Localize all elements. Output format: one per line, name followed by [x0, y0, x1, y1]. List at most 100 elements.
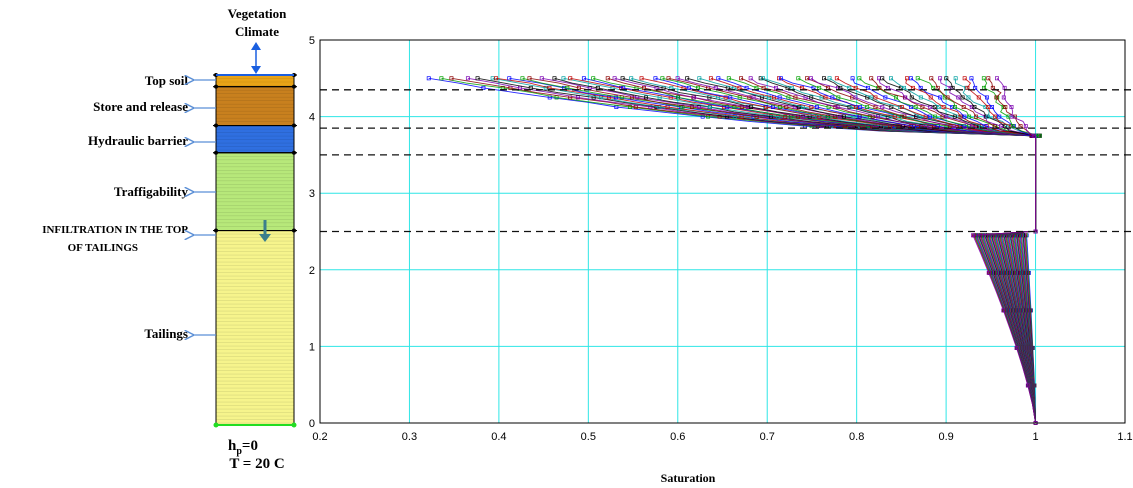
node-right-4 — [292, 228, 296, 233]
profile-point-59-2 — [1025, 383, 1030, 388]
profile-point-48-26 — [905, 76, 909, 81]
profile-point-51-18 — [974, 114, 979, 119]
profile-point-28-26 — [716, 76, 721, 81]
profile-point-19-26 — [629, 76, 634, 81]
profile-point-22-22 — [737, 95, 742, 100]
profile-point-36-22 — [836, 95, 841, 100]
node-left-3 — [214, 150, 218, 155]
profile-point-37-18 — [902, 114, 907, 119]
layer-block-3 — [215, 152, 295, 232]
profile-point-31-24 — [774, 85, 778, 90]
profile-point-36-26 — [796, 76, 801, 81]
profile-point-46-22 — [909, 95, 914, 100]
profile-point-1-26 — [439, 76, 444, 81]
profile-point-20-26 — [639, 76, 644, 81]
node-left-2 — [214, 123, 218, 128]
layer-block-1 — [215, 86, 295, 127]
profile-point-24-20 — [792, 105, 797, 109]
profile-point-27-26 — [708, 76, 713, 81]
profile-point-59-8 — [986, 270, 991, 275]
profile-point-49-20 — [950, 105, 955, 109]
profile-point-40-26 — [827, 76, 832, 81]
profile-point-14-26 — [581, 76, 586, 81]
profile-point-35-22 — [830, 95, 835, 100]
profile-point-32-26 — [758, 76, 763, 81]
profile-point-37-26 — [805, 76, 809, 81]
profile-point-42-18 — [927, 114, 932, 119]
profile-point-17-26 — [612, 76, 617, 81]
boundary-condition: hp=0 T = 20 C — [228, 438, 285, 472]
x-tick-labels: 0.2 0.3 0.4 0.5 0.6 0.7 0.8 0.9 1 1.1 — [312, 431, 1132, 443]
profile-point-52-26 — [938, 76, 943, 81]
node-left-4 — [214, 228, 218, 233]
layer-label-traffigability: Traffigability — [114, 184, 189, 199]
profile-point-10-26 — [539, 76, 544, 81]
x-tick-label-0: 0.2 — [312, 431, 327, 443]
profile-point-15-26 — [591, 76, 596, 81]
profile-point-42-16 — [962, 124, 967, 129]
x-tick-label-2: 0.4 — [491, 431, 506, 443]
bottom-node-left — [213, 422, 219, 428]
profile-point-11-26 — [552, 76, 557, 81]
profile-point-11-22 — [644, 95, 649, 100]
profile-point-41-22 — [873, 95, 878, 100]
profile-point-23-22 — [747, 95, 752, 100]
profile-point-56-20 — [990, 105, 994, 109]
plot-frame — [319, 39, 1126, 424]
profile-point-45-22 — [903, 95, 908, 100]
profile-point-12-20 — [708, 105, 712, 109]
profile-point-51-20 — [961, 105, 966, 109]
profile-point-1-20 — [628, 105, 632, 109]
profile-point-59-22 — [1001, 95, 1006, 100]
profile-point-8-24 — [565, 85, 570, 90]
profile-point-28-22 — [777, 95, 782, 100]
profile-point-59-20 — [1009, 105, 1014, 109]
profile-point-46-20 — [932, 105, 937, 109]
profile-point-55-20 — [986, 105, 991, 109]
profile-point-48-18 — [958, 114, 963, 119]
profile-point-51-22 — [945, 95, 950, 100]
profile-point-44-24 — [877, 85, 882, 90]
profile-point-20-22 — [723, 95, 728, 100]
hp-label: hp=0 — [228, 438, 258, 457]
profile-point-43-18 — [933, 114, 938, 119]
profile-point-16-26 — [605, 76, 610, 81]
profile-point-52-16 — [999, 124, 1003, 129]
profile-point-21-24 — [686, 85, 691, 90]
profile-point-5-24 — [543, 85, 548, 90]
profile-point-54-26 — [953, 76, 958, 81]
profile-point-56-26 — [969, 76, 974, 81]
profile-point-5-18 — [732, 114, 737, 119]
profile-point-56-22 — [985, 95, 989, 100]
profile-point-8-26 — [520, 76, 525, 81]
profile-point-48-20 — [941, 105, 946, 109]
profile-point-4-26 — [475, 76, 480, 81]
node-right-1 — [292, 84, 296, 89]
profile-point-35-20 — [858, 105, 863, 109]
x-tick-label-9: 1.1 — [1117, 431, 1132, 443]
profile-point-2-26 — [449, 76, 454, 81]
profile-point-55-18 — [993, 114, 998, 119]
profile-point-54-22 — [966, 95, 971, 100]
bottom-node-right — [291, 422, 297, 428]
profile-point-25-18 — [842, 114, 846, 119]
profile-point-16-20 — [739, 105, 744, 109]
profile-point-49-26 — [908, 76, 913, 81]
profile-point-18-20 — [749, 105, 754, 109]
profile-point-34-22 — [823, 95, 828, 100]
infiltration-label-line1: INFILTRATION IN THE TOP — [42, 224, 188, 236]
profile-point-50-26 — [915, 76, 920, 81]
profile-point-43-22 — [894, 95, 898, 100]
profile-point-46-18 — [952, 114, 957, 119]
profile-point-51-26 — [929, 76, 934, 81]
layer-block-2 — [215, 125, 295, 154]
layer-boundary-lines — [320, 89, 1133, 233]
profile-point-36-20 — [865, 105, 870, 109]
profile-point-18-26 — [620, 76, 625, 81]
profile-point-59-26 — [995, 76, 999, 81]
profile-point-55-24 — [965, 85, 970, 90]
profile-point-21-26 — [653, 76, 658, 81]
infiltration-label-line2: OF TAILINGS — [68, 242, 138, 254]
profile-point-17-18 — [801, 114, 805, 119]
profile-point-32-22 — [809, 95, 814, 100]
